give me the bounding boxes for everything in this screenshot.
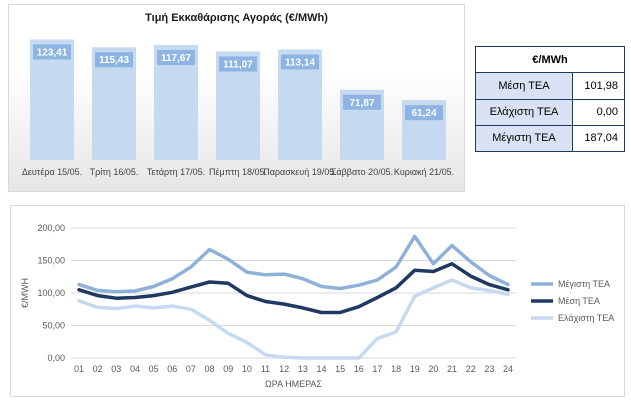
bar-chart-svg: 123,41 Δευτέρα 15/05. 115,43 Τρίτη 16/05. 11…	[22, 39, 454, 177]
bar-value-label-0: 123,41	[37, 47, 68, 58]
stats-row-mean: Μέση ΤΕΑ 101,98	[475, 72, 625, 100]
bar-value-box-1	[95, 52, 133, 68]
line-chart-panel: 0,00 50,00 100,00 150,00 200,00 01 02 03 04 05 06 0…	[10, 205, 625, 397]
legend-label-2: Ελάχιστη ΤΕΑ	[558, 313, 614, 323]
x-tick-label-22: 23	[484, 364, 494, 374]
stats-label-mean: Μέση ΤΕΑ	[475, 72, 573, 100]
x-tick-label-3: 04	[130, 364, 140, 374]
bar-value-box-6	[405, 105, 443, 121]
x-tick-label-0: 01	[74, 364, 84, 374]
bar-category-label-1: Τρίτη 16/05.	[90, 167, 139, 177]
x-tick-label-13: 14	[316, 364, 326, 374]
series-line-1	[77, 262, 510, 315]
y-tick-label-2: 100,00	[37, 288, 65, 298]
bar-value-label-5: 71,87	[349, 98, 374, 109]
stats-label-min: Ελάχιστη ΤΕΑ	[475, 98, 573, 126]
stats-value-min: 0,00	[572, 98, 625, 126]
x-tick-label-23: 24	[503, 364, 513, 374]
x-tick-label-2: 03	[111, 364, 121, 374]
y-tick-label-4: 200,00	[37, 223, 65, 233]
x-tick-label-20: 21	[447, 364, 457, 374]
x-tick-label-4: 05	[149, 364, 159, 374]
x-tick-label-7: 08	[205, 364, 215, 374]
bar-category-label-2: Τετάρτη 17/05.	[147, 167, 205, 177]
x-tick-label-8: 09	[223, 364, 233, 374]
stats-header: €/MWh	[475, 45, 625, 74]
bar-0	[30, 39, 74, 160]
bar-value-label-6: 61,24	[411, 108, 436, 119]
legend-label-0: Μέγιστη ΤΕΑ	[558, 279, 610, 289]
bar-value-label-2: 117,67	[161, 53, 191, 64]
bar-value-box-3	[219, 56, 257, 72]
x-tick-label-21: 22	[466, 364, 476, 374]
y-axis-title: €/MWH	[20, 278, 30, 308]
x-tick-label-16: 17	[372, 364, 382, 374]
bar-category-label-5: Σάββατο 20/05.	[331, 167, 393, 177]
x-tick-label-15: 16	[354, 364, 364, 374]
x-tick-label-14: 15	[335, 364, 345, 374]
bar-category-label-4: Παρασκευή 19/05.	[263, 167, 337, 177]
x-tick-label-1: 02	[93, 364, 103, 374]
stats-table: €/MWh Μέση ΤΕΑ 101,98 Ελάχιστη ΤΕΑ 0,00 …	[475, 45, 625, 153]
y-tick-label-0: 0,00	[47, 353, 65, 363]
bar-chart-panel: 123,41 Δευτέρα 15/05. 115,43 Τρίτη 16/05. 11…	[8, 4, 465, 192]
bar-value-label-1: 115,43	[99, 55, 129, 66]
x-tick-label-9: 10	[242, 364, 252, 374]
x-tick-label-5: 06	[167, 364, 177, 374]
x-tick-label-10: 11	[261, 364, 270, 374]
line-chart-svg: 0,00 50,00 100,00 150,00 200,00 01 02 03 04 05 06 0…	[20, 223, 614, 389]
y-tick-label-1: 50,00	[42, 321, 65, 331]
bar-value-label-4: 113,14	[285, 57, 315, 68]
bar-value-label-3: 111,07	[223, 59, 253, 70]
x-tick-label-6: 07	[186, 364, 196, 374]
series-line-2	[77, 278, 510, 360]
x-tick-label-17: 18	[391, 364, 401, 374]
x-axis-title: ΩΡΑ ΗΜΕΡΑΣ	[265, 379, 322, 389]
bar-category-label-3: Πέμπτη 18/05.	[209, 167, 267, 177]
x-tick-label-18: 19	[410, 364, 420, 374]
x-tick-label-11: 12	[279, 364, 289, 374]
bar-category-label-0: Δευτέρα 15/05.	[22, 167, 82, 177]
bar-value-box-5	[343, 94, 381, 110]
bar-value-box-2	[157, 50, 195, 66]
stats-row-min: Ελάχιστη ΤΕΑ 0,00	[475, 98, 625, 126]
bar-value-box-0	[33, 44, 71, 60]
stats-header-row: €/MWh	[475, 45, 625, 74]
stats-row-max: Μέγιστη ΤΕΑ 187,04	[475, 124, 625, 153]
legend-label-1: Μέση ΤΕΑ	[558, 296, 600, 306]
series-line-0	[77, 234, 510, 294]
x-tick-label-19: 20	[428, 364, 438, 374]
bar-category-label-6: Κυριακή 21/05.	[394, 167, 454, 177]
y-tick-label-3: 150,00	[37, 256, 65, 266]
stats-label-max: Μέγιστη ΤΕΑ	[475, 124, 573, 153]
stats-value-max: 187,04	[572, 124, 625, 153]
x-tick-label-12: 13	[298, 364, 308, 374]
stats-value-mean: 101,98	[572, 72, 625, 100]
bar-chart-title: Τιμή Εκκαθάρισης Αγοράς (€/MWh)	[145, 12, 328, 24]
bar-value-box-4	[281, 54, 319, 70]
